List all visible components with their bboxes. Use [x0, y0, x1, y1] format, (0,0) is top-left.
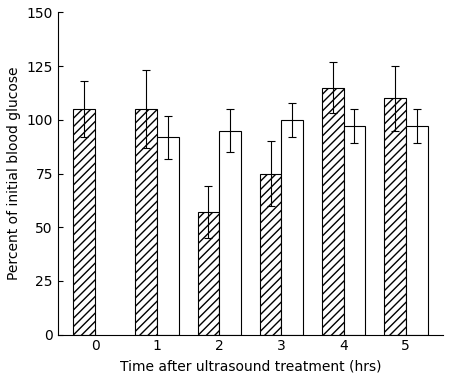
Bar [135, 109, 157, 335]
Bar [384, 98, 406, 335]
Bar [198, 212, 219, 335]
Bar [260, 174, 281, 335]
Bar [322, 88, 344, 335]
Bar [406, 126, 428, 335]
Bar [219, 131, 241, 335]
Bar [344, 126, 365, 335]
Bar [281, 120, 303, 335]
Bar [73, 109, 95, 335]
X-axis label: Time after ultrasound treatment (hrs): Time after ultrasound treatment (hrs) [120, 359, 381, 373]
Bar [157, 137, 179, 335]
Y-axis label: Percent of initial blood glucose: Percent of initial blood glucose [7, 67, 21, 280]
